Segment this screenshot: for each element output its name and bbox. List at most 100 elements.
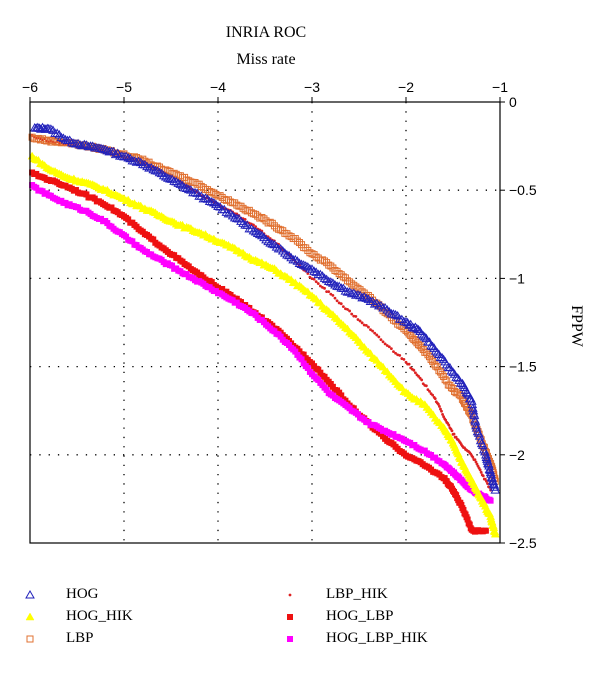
data-point <box>412 323 422 333</box>
y-tick-label: −0.5 <box>509 182 537 198</box>
data-point <box>471 420 481 430</box>
data-point <box>293 237 301 245</box>
data-point <box>98 144 108 153</box>
data-point <box>325 290 329 294</box>
legend-marker <box>25 589 35 598</box>
data-point <box>181 183 192 192</box>
data-point <box>282 250 292 259</box>
x-tick-label: −2 <box>398 79 414 95</box>
data-point <box>428 389 431 393</box>
data-point <box>176 172 184 180</box>
data-point <box>257 230 267 240</box>
data-point <box>394 351 397 355</box>
data-point <box>338 392 345 399</box>
data-point <box>110 149 121 159</box>
data-point <box>392 350 395 353</box>
data-point <box>140 159 150 169</box>
data-point <box>321 257 329 265</box>
data-point <box>227 210 238 220</box>
data-point <box>229 212 240 222</box>
data-point <box>414 371 417 375</box>
data-point <box>279 248 290 257</box>
data-point <box>302 262 313 271</box>
data-point <box>300 351 307 358</box>
data-point <box>206 196 217 206</box>
data-point <box>487 497 494 504</box>
data-point <box>388 309 399 318</box>
data-point <box>317 369 324 376</box>
data-point <box>440 409 443 413</box>
data-point <box>447 423 451 427</box>
data-point <box>441 413 444 416</box>
y-tick-label: 0 <box>509 94 517 110</box>
data-point <box>199 184 207 192</box>
data-point <box>387 345 391 349</box>
data-point <box>221 207 232 216</box>
data-point <box>381 340 385 344</box>
data-point <box>466 396 477 405</box>
data-point <box>318 284 322 288</box>
data-point <box>323 286 326 290</box>
data-point <box>312 277 316 281</box>
data-point <box>202 194 213 203</box>
data-point <box>358 319 362 323</box>
data-point <box>286 252 296 262</box>
data-point <box>268 219 276 227</box>
data-point <box>263 236 273 246</box>
data-point <box>183 184 194 194</box>
data-point <box>487 473 498 482</box>
legend-marker-icon <box>282 631 326 647</box>
data-point <box>325 277 336 286</box>
data-point <box>478 468 482 472</box>
data-point <box>46 124 56 133</box>
data-point <box>252 311 259 318</box>
data-point <box>208 188 216 196</box>
data-point <box>377 335 381 339</box>
data-point <box>307 264 317 273</box>
data-point <box>142 161 152 171</box>
data-point <box>424 384 428 388</box>
data-point <box>360 321 364 325</box>
data-point <box>321 274 332 284</box>
data-point <box>190 187 200 197</box>
data-point <box>412 368 416 372</box>
data-point <box>163 173 173 182</box>
data-point <box>259 232 269 242</box>
data-point <box>369 299 380 308</box>
data-point <box>284 250 294 260</box>
data-point <box>321 285 324 289</box>
data-point <box>265 238 276 247</box>
data-point <box>402 357 406 361</box>
data-point <box>490 485 501 494</box>
legend-marker-icon <box>282 609 326 625</box>
data-point <box>352 314 356 318</box>
data-point <box>364 323 368 327</box>
legend-item: HOG_LBP <box>282 608 394 625</box>
data-point <box>123 153 134 162</box>
data-point <box>309 266 319 275</box>
legend-marker-icon <box>22 609 66 625</box>
data-point <box>294 258 305 267</box>
legend-item: HOG <box>22 586 99 603</box>
data-point <box>304 365 311 372</box>
data-point <box>380 303 390 312</box>
data-point <box>354 411 361 418</box>
grid-lines <box>30 102 500 543</box>
data-point <box>287 233 295 241</box>
data-point <box>135 157 146 167</box>
data-point <box>431 393 435 397</box>
data-point <box>339 273 347 281</box>
series-hog <box>29 122 501 494</box>
plot-frame <box>29 101 501 544</box>
data-point <box>173 178 184 187</box>
data-point <box>83 191 90 198</box>
data-point <box>346 308 349 311</box>
data-point <box>438 405 441 408</box>
data-point <box>373 331 377 335</box>
data-point <box>334 281 345 291</box>
data-point <box>410 322 421 331</box>
data-point <box>308 275 312 279</box>
data-point <box>340 286 351 295</box>
data-point <box>474 460 478 464</box>
data-point <box>266 218 274 226</box>
